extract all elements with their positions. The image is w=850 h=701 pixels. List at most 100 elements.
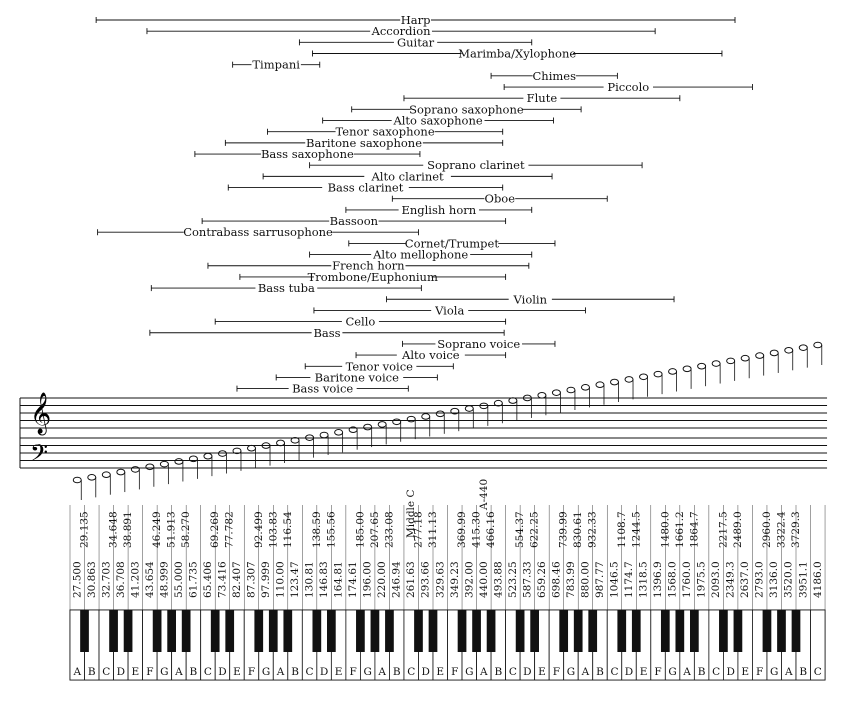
white-key-note: E: [538, 666, 546, 678]
black-key: [327, 610, 336, 652]
range-label: Soprano clarinet: [427, 158, 525, 172]
note-head: [319, 431, 329, 439]
range-label: Alto voice: [401, 348, 460, 362]
white-key-note: C: [509, 666, 517, 678]
white-key-frequency: 4186.0: [812, 561, 824, 598]
white-key-frequency: 3951.1: [797, 561, 809, 598]
white-key-frequency: 880.00: [579, 561, 591, 598]
range-label: French horn: [332, 259, 405, 273]
white-key-note: E: [132, 666, 140, 678]
white-key-note: F: [248, 666, 255, 678]
note-head: [392, 418, 402, 426]
white-key-frequency: 32.703: [100, 561, 112, 598]
note-head: [769, 349, 779, 357]
note-head: [203, 452, 213, 460]
note-head: [668, 368, 678, 375]
white-key-note: G: [262, 666, 270, 678]
note-head: [595, 381, 605, 389]
range-label: Bass clarinet: [328, 181, 404, 195]
range-label: English horn: [401, 203, 476, 217]
treble-clef-icon: 𝄞: [30, 392, 51, 435]
white-key-frequency: 41.203: [129, 561, 141, 598]
white-key-frequency: 1174.7: [623, 561, 635, 598]
range-label: Baritone saxophone: [306, 136, 422, 150]
white-key-frequency: 1046.5: [609, 561, 621, 598]
white-key-frequency: 293.66: [420, 561, 432, 598]
black-key: [312, 610, 322, 652]
black-key: [123, 610, 133, 652]
white-key-note: D: [523, 666, 531, 678]
range-label: Cornet/Trumpet: [405, 236, 500, 250]
black-key: [791, 610, 801, 652]
white-key-note: C: [306, 666, 314, 678]
range-label: Accordion: [371, 24, 432, 38]
note-head: [653, 370, 663, 378]
black-key: [777, 610, 786, 652]
range-label: Cello: [345, 315, 375, 329]
note-head: [435, 410, 445, 418]
note-head: [101, 471, 111, 479]
white-key-frequency: 349.23: [449, 561, 461, 598]
white-key-frequency: 783.99: [565, 561, 577, 598]
black-key: [356, 610, 365, 652]
white-key-frequency: 27.500: [71, 561, 83, 598]
black-key: [617, 610, 627, 652]
range-bass-tuba: Bass tuba: [150, 281, 422, 295]
range-label: Viola: [434, 303, 464, 317]
range-label: Timpani: [252, 58, 300, 72]
range-tenor-voice: Tenor voice: [304, 359, 454, 373]
note-head: [87, 474, 97, 481]
white-key-frequency: 196.00: [362, 561, 374, 598]
black-key: [733, 610, 743, 652]
black-key: [588, 610, 598, 652]
range-label: Harp: [401, 13, 431, 27]
range-label: Tenor voice: [346, 359, 414, 373]
white-key-note: A: [682, 666, 691, 678]
white-key-note: F: [756, 666, 763, 678]
range-label: Bass saxophone: [261, 147, 354, 161]
white-key-note: D: [218, 666, 226, 678]
black-key: [675, 610, 685, 652]
white-key-frequency: 1760.0: [681, 561, 693, 598]
white-key-frequency: 1975.5: [696, 561, 708, 598]
range-viola: Viola: [313, 303, 586, 317]
a440-label: A-440: [478, 479, 490, 511]
white-key-note: C: [204, 666, 212, 678]
black-key: [559, 610, 569, 652]
black-key: [268, 610, 278, 652]
range-contrabass-sarrusophone: Contrabass sarrusophone: [97, 225, 419, 239]
note-head: [755, 352, 765, 359]
range-english-horn: English horn: [345, 203, 533, 217]
white-key-note: A: [784, 666, 793, 678]
range-soprano-saxophone: Soprano saxophone: [351, 102, 582, 116]
white-key-frequency: 261.63: [405, 561, 417, 598]
range-soprano-voice: Soprano voice: [402, 337, 556, 351]
range-guitar: Guitar: [298, 35, 533, 49]
range-cello: Cello: [214, 315, 507, 329]
range-flute: Flute: [403, 91, 681, 105]
range-piccolo: Piccolo: [503, 80, 753, 94]
black-key: [210, 610, 220, 652]
white-key-frequency: 493.88: [492, 561, 504, 598]
note-head: [363, 423, 373, 431]
white-key-note: F: [349, 666, 356, 678]
black-key: [486, 610, 496, 652]
range-bass: Bass: [149, 326, 505, 340]
range-label: Tenor saxophone: [336, 125, 435, 139]
range-violin: Violin: [386, 292, 675, 306]
range-baritone-voice: Baritone voice: [275, 370, 438, 384]
black-key: [530, 610, 539, 652]
black-key: [370, 610, 380, 652]
white-key-note: B: [190, 666, 198, 678]
note-head: [784, 346, 794, 354]
range-cornet-trumpet: Cornet/Trumpet: [348, 236, 556, 250]
note-head: [508, 397, 518, 404]
range-marimba-xylophone: Marimba/Xylophone: [312, 47, 723, 61]
note-head: [580, 384, 590, 391]
range-label: Trombone/Euphonium: [308, 270, 438, 284]
white-key-note: F: [146, 666, 153, 678]
white-key-frequency: 164.81: [333, 561, 345, 598]
note-head: [130, 466, 140, 473]
